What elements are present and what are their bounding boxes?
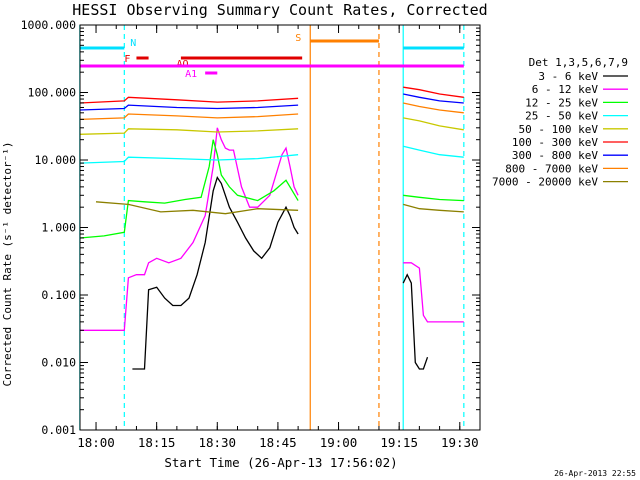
- axes: 1000.000 100.000 10.000 1.000 0.100 0.010 0.00…: [21, 18, 481, 450]
- y-tick-label-5: 0.010: [41, 356, 76, 370]
- legend-label-3: 12 - 25 keV: [525, 96, 598, 109]
- x-tick-label-5: 19:15: [380, 435, 418, 450]
- x-tick-label-0: 18:00: [77, 435, 115, 450]
- legend-label-2: 6 - 12 keV: [532, 83, 599, 96]
- y-tick-label-0: 1000.000: [21, 18, 76, 32]
- series-line-5-segment-2: [403, 117, 464, 131]
- legend-label-6: 100 - 300 keV: [512, 136, 598, 149]
- series-line-6-segment-1: [79, 96, 299, 104]
- legend-label-7: 300 - 800 keV: [512, 149, 598, 162]
- x-tick-label-2: 18:30: [198, 435, 236, 450]
- legend-label-8: 800 - 7000 keV: [505, 162, 598, 175]
- y-tick-label-3: 1.000: [41, 221, 76, 235]
- series-line-9-segment-2: [403, 203, 464, 213]
- series-line-8-segment-2: [403, 102, 464, 114]
- series-line-3-segment-2: [403, 194, 464, 202]
- series-line-1-segment-1: [132, 176, 299, 370]
- series-lines: [79, 86, 464, 370]
- x-axis-label: Start Time (26-Apr-13 17:56:02): [164, 455, 397, 470]
- series-line-5-segment-1: [79, 128, 299, 135]
- y-tick-label-4: 0.100: [41, 288, 76, 302]
- chart-title: HESSI Observing Summary Count Rates, Cor…: [72, 1, 487, 19]
- y-tick-label-6: 0.001: [41, 423, 76, 437]
- legend-label-1: 3 - 6 keV: [538, 70, 598, 83]
- x-tick-label-4: 19:00: [320, 435, 358, 450]
- flag-label-a1: A1: [185, 69, 197, 80]
- flag-label-s: S: [295, 33, 301, 44]
- series-line-8-segment-1: [79, 113, 299, 121]
- y-tick-label-2: 10.000: [34, 153, 76, 167]
- series-line-4-segment-2: [403, 145, 464, 158]
- series-line-7-segment-2: [403, 93, 464, 104]
- flag-bars: NFAOA1S: [79, 33, 464, 80]
- x-tick-label-3: 18:45: [259, 435, 297, 450]
- series-line-6-segment-2: [403, 86, 464, 98]
- flag-label-n: N: [130, 38, 136, 49]
- series-line-3-segment-1: [79, 139, 299, 239]
- y-axis-label: Corrected Count Rate (s⁻¹ detector⁻¹): [1, 141, 14, 386]
- series-line-1-segment-2: [402, 273, 429, 370]
- x-tick-label-1: 18:15: [138, 435, 176, 450]
- flag-label-f: F: [124, 54, 130, 65]
- legend-label-4: 25 - 50 keV: [525, 110, 598, 123]
- legend-title: Det 1,3,5,6,7,9: [529, 56, 628, 69]
- series-line-9-segment-1: [95, 201, 299, 215]
- x-tick-label-6: 19:30: [441, 435, 479, 450]
- timestamp: 26-Apr-2013 22:55: [554, 469, 636, 478]
- series-line-2-segment-2: [403, 262, 464, 323]
- series-line-4-segment-1: [79, 154, 299, 164]
- y-tick-label-1: 100.000: [28, 86, 77, 100]
- series-line-7-segment-1: [79, 104, 299, 111]
- legend-label-5: 50 - 100 keV: [519, 123, 599, 136]
- legend-label-9: 7000 - 20000 keV: [492, 176, 598, 189]
